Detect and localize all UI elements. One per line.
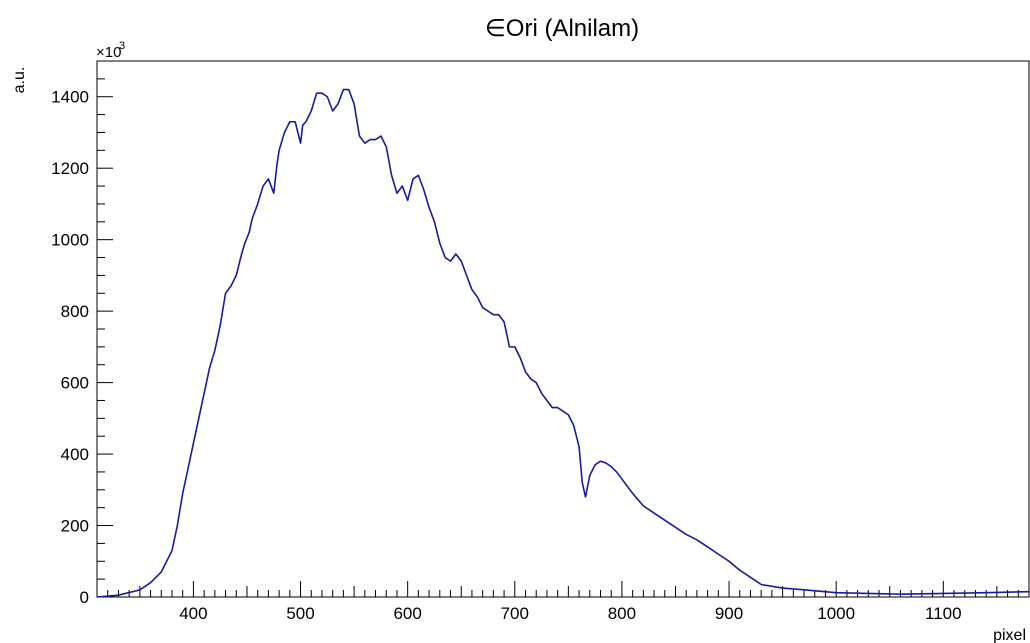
y-tick-label: 800 bbox=[61, 302, 89, 321]
y-tick-label: 200 bbox=[61, 517, 89, 536]
y-axis-label: a.u. bbox=[11, 67, 28, 94]
y-tick-label: 1200 bbox=[51, 159, 89, 178]
x-axis: 400 500 600 700 800 900 1000 1100 bbox=[96, 581, 1030, 623]
y-tick-label: 0 bbox=[80, 588, 89, 607]
x-tick-label: 500 bbox=[286, 604, 314, 623]
x-axis-label: pixel bbox=[993, 627, 1026, 643]
x-tick-label: 1000 bbox=[817, 604, 855, 623]
x-tick-label: 600 bbox=[393, 604, 421, 623]
x-tick-label: 1100 bbox=[925, 604, 962, 623]
y-tick-label: 400 bbox=[61, 445, 89, 464]
y-axis-multiplier-exponent: 3 bbox=[119, 40, 125, 52]
y-axis-multiplier-base: ×10 bbox=[96, 44, 121, 61]
x-tick-label: 800 bbox=[608, 604, 636, 623]
y-axis-multiplier: ×10 3 bbox=[96, 40, 125, 61]
x-tick-label: 900 bbox=[715, 604, 743, 623]
x-tick-label: 400 bbox=[179, 604, 207, 623]
x-tick-label: 700 bbox=[501, 604, 529, 623]
y-tick-label: 1400 bbox=[51, 88, 89, 107]
series-line bbox=[96, 88, 1030, 598]
y-tick-label: 600 bbox=[61, 374, 89, 393]
chart-title: ∈Ori (Alnilam) bbox=[485, 15, 639, 42]
y-axis: 0 200 400 600 800 1000 1200 1400 bbox=[51, 60, 113, 607]
y-tick-label: 1000 bbox=[51, 231, 89, 250]
plot-frame bbox=[96, 60, 1030, 598]
